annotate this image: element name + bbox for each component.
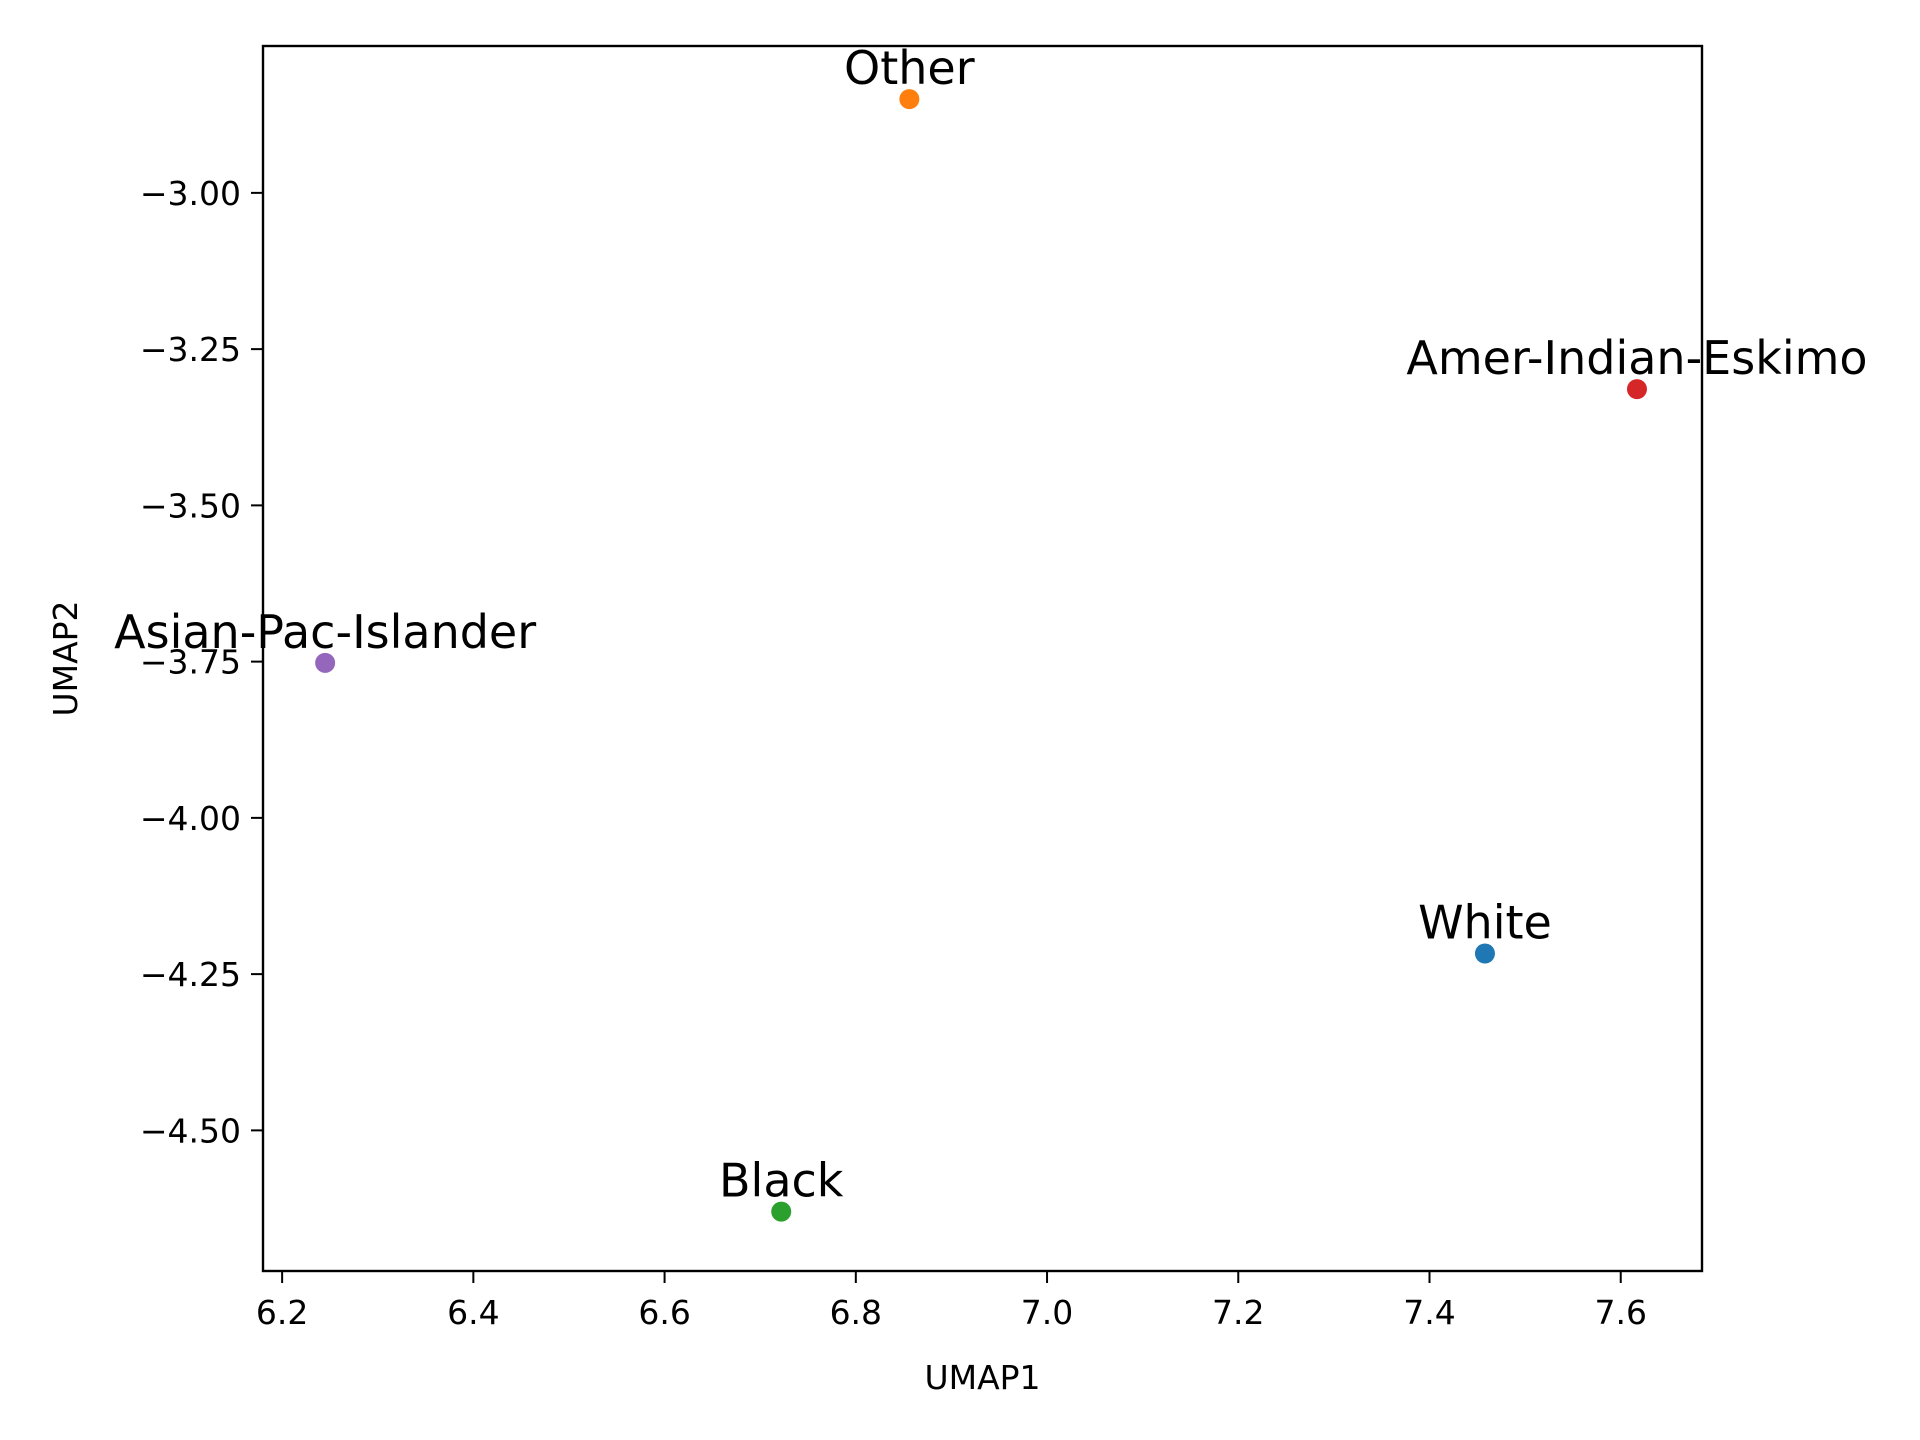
y-tick-label: −3.50 <box>140 486 241 525</box>
point-label: Other <box>844 41 975 95</box>
y-tick-label: −3.75 <box>140 643 241 682</box>
scatter-points <box>315 89 1647 1222</box>
scatter-point <box>315 652 336 673</box>
y-axis-label: UMAP2 <box>46 600 85 716</box>
x-tick-label: 7.4 <box>1403 1293 1455 1332</box>
scatter-point <box>1474 943 1495 964</box>
y-axis-ticks: −3.00 −3.25 −3.50 −3.75 −4.00 −4.25 −4.50 <box>140 174 263 1150</box>
point-label: Black <box>719 1154 844 1208</box>
x-tick-label: 7.2 <box>1212 1293 1264 1332</box>
plot-area-frame <box>261 44 1704 1273</box>
x-axis-ticks: 6.2 6.4 6.6 6.8 7.0 7.2 7.4 7.6 <box>256 1271 1647 1332</box>
y-tick-label: −4.50 <box>140 1111 241 1150</box>
scatter-point <box>1626 379 1647 400</box>
y-tick-label: −4.25 <box>140 955 241 994</box>
scatter-point <box>899 89 920 110</box>
point-label: Asian-Pac-Islander <box>114 605 536 659</box>
x-tick-label: 6.2 <box>256 1293 308 1332</box>
y-tick-label: −3.00 <box>140 174 241 213</box>
y-tick-label: −4.00 <box>140 799 241 838</box>
point-label: Amer-Indian-Eskimo <box>1406 331 1867 385</box>
scatter-point <box>771 1201 792 1222</box>
x-tick-label: 6.4 <box>447 1293 499 1332</box>
x-axis-label: UMAP1 <box>924 1358 1040 1397</box>
x-tick-label: 6.8 <box>830 1293 882 1332</box>
point-labels: White Other Black Amer-Indian-Eskimo Asian-P… <box>114 41 1867 1208</box>
point-label: White <box>1418 896 1552 950</box>
y-tick-label: −3.25 <box>140 330 241 369</box>
x-tick-label: 6.6 <box>638 1293 690 1332</box>
x-tick-label: 7.0 <box>1021 1293 1073 1332</box>
x-tick-label: 7.6 <box>1594 1293 1646 1332</box>
